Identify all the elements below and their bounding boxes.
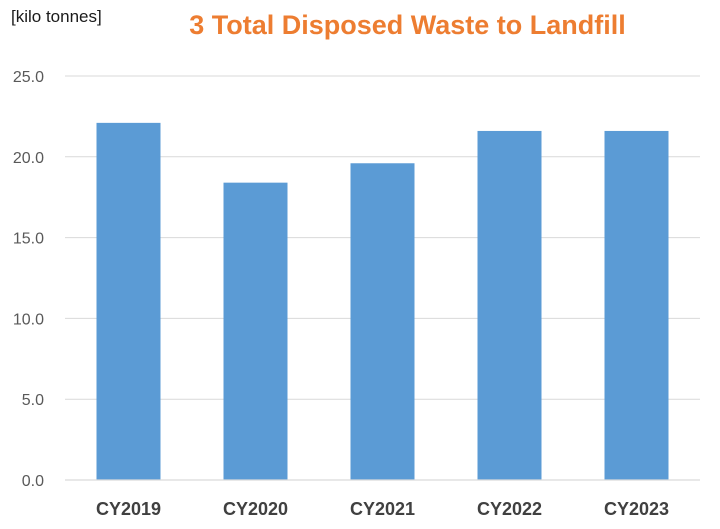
x-tick-label: CY2020 (223, 499, 288, 519)
x-tick-label: CY2021 (350, 499, 415, 519)
y-tick-label: 25.0 (13, 69, 44, 86)
x-tick-label: CY2022 (477, 499, 542, 519)
bar-cy2021 (350, 163, 415, 480)
x-tick-label: CY2019 (96, 499, 161, 519)
bar-cy2022 (477, 130, 542, 480)
bar-cy2020 (223, 182, 288, 480)
y-axis-unit-label: [kilo tonnes] (11, 7, 102, 26)
y-tick-label: 20.0 (13, 150, 44, 167)
chart-title: 3 Total Disposed Waste to Landfill (189, 10, 626, 40)
y-tick-label: 0.0 (22, 473, 44, 490)
y-tick-label: 10.0 (13, 311, 44, 328)
x-tick-label: CY2023 (604, 499, 669, 519)
bar-cy2019 (96, 122, 161, 480)
bar-cy2023 (604, 130, 669, 480)
y-tick-label: 15.0 (13, 231, 44, 248)
y-tick-label: 5.0 (22, 392, 44, 409)
